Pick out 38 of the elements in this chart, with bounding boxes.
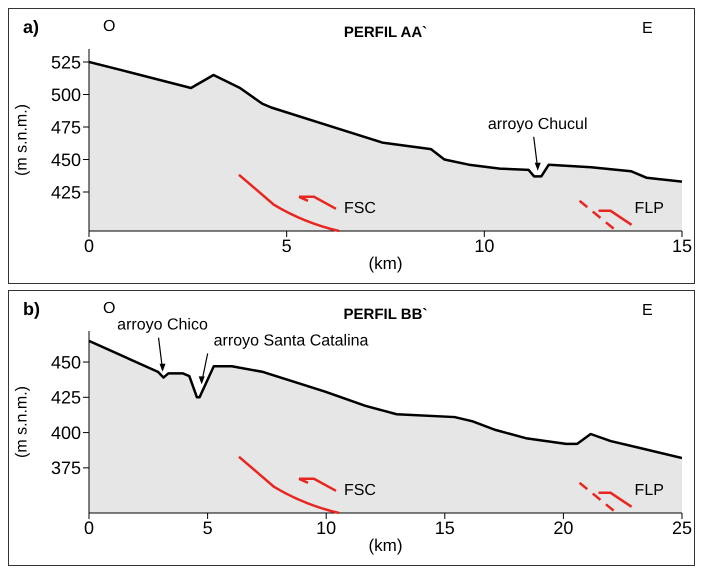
y-tick-label: 450 (50, 150, 81, 170)
annotation: FSC (344, 482, 376, 499)
y-tick-label: 400 (50, 422, 81, 443)
text: E (642, 302, 653, 319)
y-tick-label: 425 (50, 182, 81, 202)
text: O (103, 18, 116, 35)
chart-title: PERFIL BB` (344, 306, 428, 323)
text: a) (23, 17, 40, 37)
annotation: arroyo Chico (117, 316, 208, 334)
text: E (642, 20, 653, 37)
x-tick-label: 20 (553, 518, 574, 538)
x-tick-label: 10 (316, 518, 336, 538)
x-tick-label: 15 (434, 518, 455, 538)
y-axis-title: (m s.n.m.) (14, 104, 31, 176)
annotation: FSC (344, 200, 376, 217)
y-tick-label: 500 (50, 84, 81, 105)
chart-title: PERFIL AA` (344, 24, 428, 41)
y-axis-title: (m s.n.m.) (14, 386, 31, 458)
x-tick-label: 25 (672, 518, 692, 538)
y-tick-label: 425 (50, 388, 81, 408)
x-tick-label: 0 (84, 518, 94, 538)
annotation: arroyo Chucul (488, 116, 588, 133)
x-axis-title: (km) (368, 536, 402, 555)
text: O (103, 300, 116, 317)
y-tick-label: 450 (50, 352, 81, 372)
x-tick-label: 15 (672, 236, 692, 256)
x-tick-label: 5 (282, 236, 292, 256)
y-tick-label: 525 (50, 52, 81, 72)
x-tick-label: 10 (474, 236, 494, 256)
annotation: arroyo Santa Catalina (214, 332, 369, 350)
y-tick-label: 375 (50, 458, 81, 478)
annotation: FLP (634, 482, 664, 499)
text: b) (23, 299, 40, 319)
annotation: FLP (634, 200, 664, 217)
x-axis-title: (km) (368, 254, 402, 273)
x-tick-label: 0 (84, 236, 94, 256)
y-tick-label: 475 (50, 117, 81, 138)
x-tick-label: 5 (202, 518, 213, 538)
